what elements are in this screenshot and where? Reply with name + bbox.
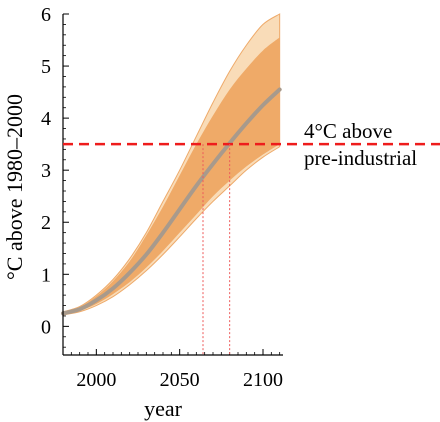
y-tick-label-3: 3 — [41, 160, 51, 182]
y-tick-label-0: 0 — [41, 316, 51, 338]
outer-uncertainty-band — [62, 13, 281, 316]
x-tick-label-2100: 2100 — [243, 369, 283, 391]
threshold-label-line2: pre-industrial — [304, 146, 417, 170]
y-tick-label-2: 2 — [41, 212, 51, 234]
y-tick-label-5: 5 — [41, 56, 51, 78]
x-tick-label-2050: 2050 — [160, 369, 200, 391]
central-estimate-line — [61, 87, 282, 316]
inner-uncertainty-band — [63, 37, 280, 315]
y-tick-label-4: 4 — [41, 108, 51, 130]
y-tick-label-6: 6 — [41, 4, 51, 26]
x-axis-title: year — [144, 396, 183, 421]
y-tick-label-1: 1 — [41, 264, 51, 286]
threshold-label-line1: 4°C above — [304, 119, 392, 143]
annotations: 4°C above pre-industrial — [63, 119, 440, 355]
axes: 0 1 2 3 4 5 6 2000 2050 2100 — [41, 4, 283, 391]
plot-area — [61, 13, 282, 316]
x-tick-label-2000: 2000 — [76, 369, 116, 391]
y-axis-title: °C above 1980–2000 — [2, 94, 27, 280]
